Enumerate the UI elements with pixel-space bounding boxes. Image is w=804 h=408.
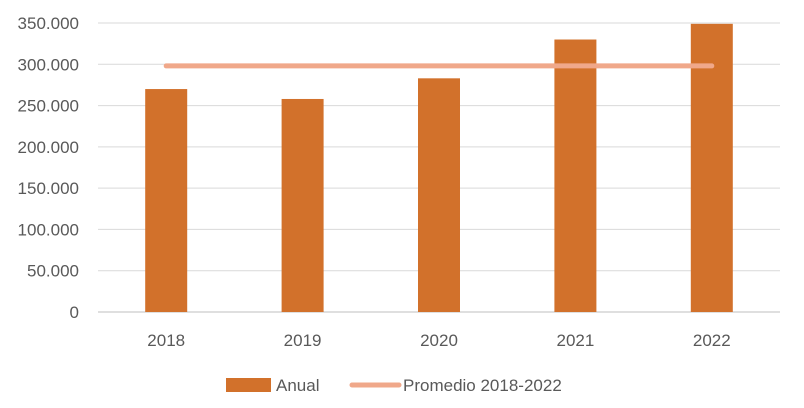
legend-label-promedio: Promedio 2018-2022 (403, 376, 562, 395)
y-tick-label: 100.000 (18, 220, 79, 239)
bar-2018 (145, 89, 188, 312)
legend-swatch-anual (226, 378, 271, 392)
bar-2020 (418, 78, 460, 312)
bar-2022 (690, 23, 733, 312)
bar-2021 (554, 39, 597, 313)
y-tick-label: 0 (70, 303, 79, 322)
y-tick-label: 300.000 (18, 55, 79, 74)
y-tick-label: 250.000 (18, 97, 79, 116)
x-axis-ticks: 2018 2019 2020 2021 2022 (147, 331, 730, 350)
legend-label-anual: Anual (276, 376, 319, 395)
y-tick-label: 50.000 (27, 262, 79, 281)
y-tick-label: 200.000 (18, 138, 79, 157)
legend: Anual Promedio 2018-2022 (226, 376, 562, 395)
x-tick-label: 2020 (420, 331, 458, 350)
bar-2019 (281, 98, 324, 312)
x-tick-label: 2019 (284, 331, 322, 350)
x-tick-label: 2022 (693, 331, 731, 350)
y-tick-label: 150.000 (18, 179, 79, 198)
bars (145, 23, 733, 313)
x-tick-label: 2021 (556, 331, 594, 350)
y-tick-label: 350.000 (18, 14, 79, 33)
y-axis-ticks: 0 50.000 100.000 150.000 200.000 250.000 300.0… (18, 14, 79, 322)
x-tick-label: 2018 (147, 331, 185, 350)
